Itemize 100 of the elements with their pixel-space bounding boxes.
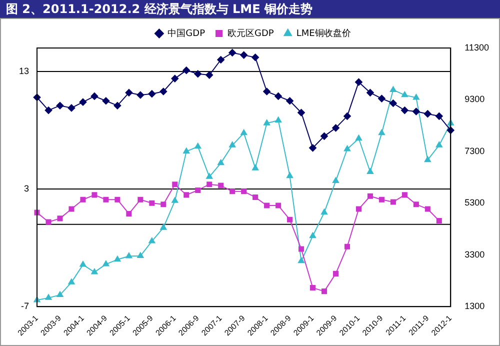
point — [125, 88, 133, 96]
point — [182, 66, 190, 74]
point — [136, 91, 144, 99]
point — [217, 56, 225, 64]
point — [194, 142, 202, 149]
point — [389, 100, 397, 107]
point — [310, 285, 316, 291]
point — [366, 88, 374, 96]
point — [320, 208, 328, 215]
point — [183, 148, 190, 154]
point — [172, 197, 178, 203]
point — [401, 91, 408, 98]
point — [264, 120, 270, 126]
point — [80, 261, 86, 267]
point — [195, 187, 201, 193]
legend-label: 欧元区GDP — [228, 28, 274, 39]
chart-title: 图 2、2011.1-2012.2 经济景气指数与 LME 铜价走势 — [0, 0, 500, 18]
point — [320, 132, 328, 140]
point — [80, 196, 86, 202]
point — [332, 270, 339, 276]
point — [309, 232, 316, 238]
y2-tick-label: 1300 — [464, 301, 485, 312]
point — [424, 110, 432, 118]
point — [436, 142, 442, 148]
point — [400, 106, 408, 114]
point — [206, 182, 212, 188]
point — [424, 156, 431, 162]
point — [276, 202, 282, 208]
legend-label: LME铜收盘价 — [296, 28, 351, 39]
point — [102, 97, 110, 105]
point — [229, 142, 236, 148]
point — [45, 294, 52, 300]
point — [56, 102, 64, 110]
point — [390, 199, 396, 205]
point — [103, 196, 109, 202]
point — [366, 168, 374, 174]
point — [206, 173, 213, 179]
point — [367, 193, 373, 199]
point — [90, 92, 98, 100]
point — [412, 108, 420, 116]
point — [378, 129, 385, 136]
point — [92, 192, 98, 198]
point — [68, 104, 76, 112]
point — [126, 252, 132, 258]
point — [356, 206, 362, 212]
point — [137, 252, 144, 258]
point — [56, 291, 64, 298]
point — [149, 200, 155, 206]
point — [172, 182, 178, 188]
point — [355, 78, 362, 86]
point — [218, 182, 224, 188]
point — [344, 244, 350, 250]
point — [252, 194, 258, 200]
point — [274, 92, 282, 100]
point — [332, 177, 340, 184]
point — [184, 192, 190, 198]
point — [412, 94, 420, 100]
point — [194, 70, 202, 78]
point — [390, 86, 396, 92]
point — [436, 218, 442, 224]
point — [230, 188, 236, 194]
y2-tick-label: 3300 — [464, 249, 485, 260]
point — [275, 116, 282, 123]
point — [34, 210, 40, 216]
point — [79, 98, 87, 106]
point — [402, 192, 408, 198]
point — [68, 278, 75, 284]
point — [206, 71, 214, 79]
point — [148, 237, 156, 244]
point — [321, 288, 328, 294]
point — [413, 202, 419, 208]
point — [160, 88, 168, 96]
point — [355, 134, 362, 141]
point — [344, 112, 351, 120]
point — [263, 88, 271, 96]
point — [252, 164, 259, 170]
point — [68, 206, 74, 212]
point — [148, 90, 156, 98]
point — [171, 74, 179, 82]
point — [332, 124, 340, 132]
point — [435, 112, 443, 120]
point — [240, 51, 248, 59]
point — [46, 219, 52, 225]
point — [286, 172, 294, 178]
point — [298, 246, 304, 252]
point — [378, 196, 384, 202]
point — [344, 145, 351, 152]
point — [91, 268, 98, 274]
point — [240, 129, 248, 136]
point — [252, 54, 260, 62]
point — [44, 106, 52, 114]
point — [264, 202, 270, 208]
point — [114, 102, 122, 110]
point — [160, 202, 166, 208]
point — [160, 224, 167, 230]
y-tick-label: 3 — [24, 184, 30, 194]
y-tick-label: -7 — [20, 301, 30, 312]
y2-tick-label: 5300 — [464, 198, 485, 208]
y2-tick-label: 11300 — [464, 42, 489, 52]
point — [228, 49, 236, 56]
